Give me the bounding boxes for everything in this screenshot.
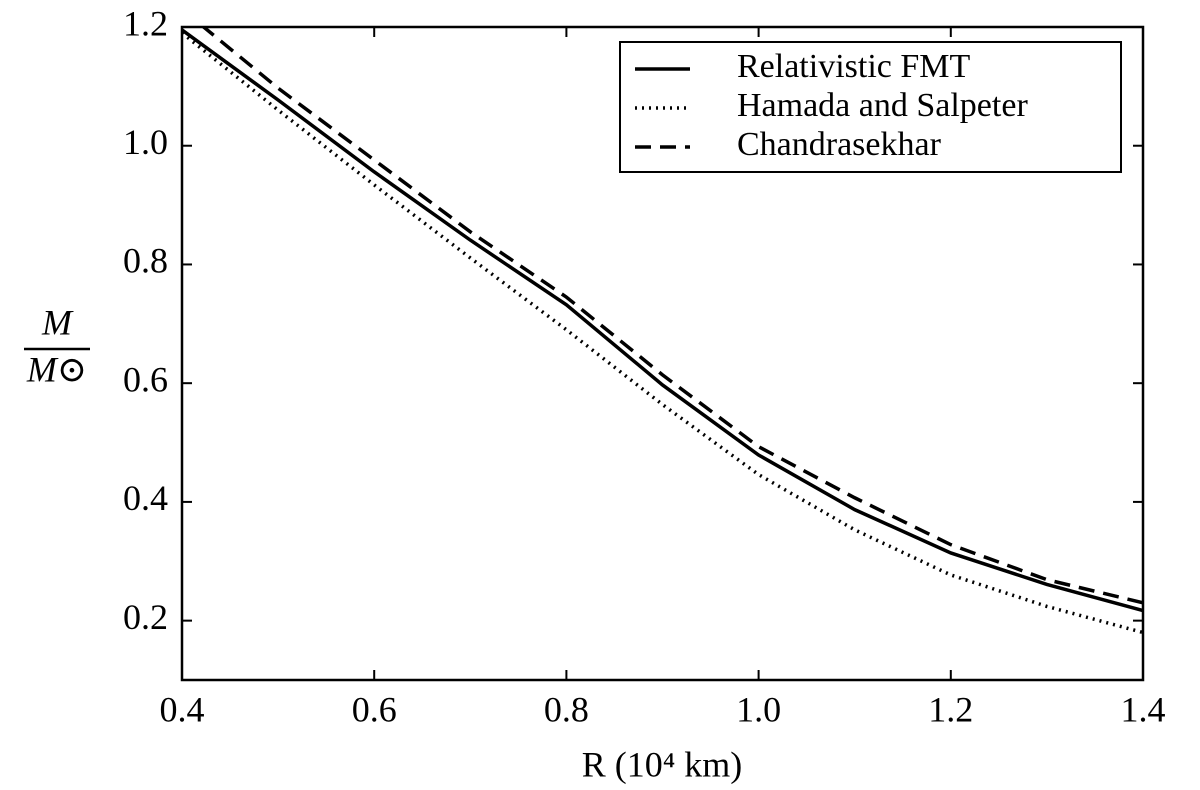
plot-frame	[180, 25, 1145, 682]
y-tick-label: 0.8	[123, 241, 168, 281]
x-tick-label: 0.6	[352, 689, 397, 729]
legend-box	[619, 41, 1122, 173]
x-tick-label: 1.0	[736, 689, 781, 729]
y-tick-label: 0.4	[123, 478, 168, 518]
series-line	[182, 31, 1143, 635]
x-tick-label: 1.2	[928, 689, 973, 729]
x-tick-label: 1.4	[1121, 689, 1166, 729]
legend-label: Relativistic FMT	[737, 48, 971, 85]
series-line	[200, 27, 1143, 605]
y-tick-label: 1.2	[123, 3, 168, 43]
x-tick-label: 0.8	[544, 689, 589, 729]
y-axis-label-numerator: M	[41, 302, 74, 342]
legend-label: Hamada and Salpeter	[737, 87, 1028, 124]
y-tick-label: 1.0	[123, 122, 168, 162]
y-tick-label: 0.2	[123, 597, 168, 637]
plot-area	[182, 27, 1143, 635]
x-axis-label: R (10⁴ km)	[582, 744, 743, 784]
x-tick-label: 0.4	[160, 689, 205, 729]
series-line	[182, 28, 1143, 613]
y-tick-label: 0.6	[123, 359, 168, 399]
y-axis-label-denominator: M⊙	[26, 349, 87, 389]
legend-label: Chandrasekhar	[737, 126, 942, 163]
